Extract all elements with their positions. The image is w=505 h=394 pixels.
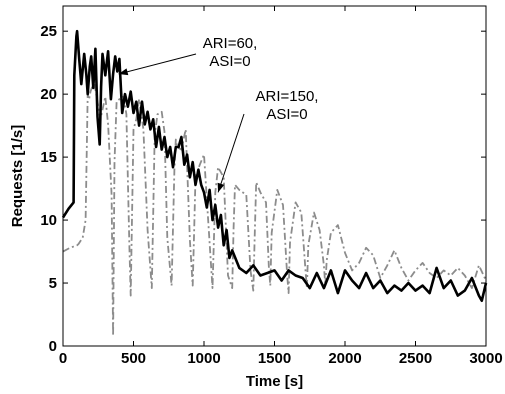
x-axis-label: Time [s] bbox=[246, 373, 303, 390]
x-tick-label: 0 bbox=[59, 350, 67, 367]
y-tick-label: 5 bbox=[49, 275, 57, 292]
x-tick-label: 2000 bbox=[328, 350, 361, 367]
series-line-1 bbox=[61, 29, 488, 303]
x-tick-label: 2500 bbox=[399, 350, 432, 367]
annotation-layer: ARI=60, ASI=0 ARI=150, ASI=0 bbox=[118, 35, 319, 193]
y-tick-label: 15 bbox=[40, 149, 57, 166]
series-layer bbox=[61, 29, 488, 337]
annotation-arrow-2 bbox=[217, 113, 245, 193]
y-axis-label: Requests [1/s] bbox=[9, 125, 26, 228]
y-tick-label: 10 bbox=[40, 212, 57, 229]
annotation-2: ARI=150, ASI=0 bbox=[256, 88, 319, 123]
x-tick-label: 3000 bbox=[469, 350, 502, 367]
y-tick-label: 20 bbox=[40, 86, 57, 103]
annotation-1: ARI=60, ASI=0 bbox=[203, 35, 258, 70]
series-line-2 bbox=[62, 80, 487, 337]
arrow-head-icon bbox=[217, 182, 225, 193]
y-tick-label: 0 bbox=[49, 338, 57, 355]
x-tick-label: 1500 bbox=[258, 350, 291, 367]
x-tick-label: 1000 bbox=[187, 350, 220, 367]
x-tick-label: 500 bbox=[121, 350, 146, 367]
y-tick-label: 25 bbox=[40, 23, 57, 40]
tick-layer: 0 500 1000 1500 2000 2500 3000 0 5 10 15 20 25 bbox=[40, 6, 503, 367]
annotation-arrow-1 bbox=[118, 53, 197, 75]
arrow-head-icon bbox=[118, 68, 129, 76]
